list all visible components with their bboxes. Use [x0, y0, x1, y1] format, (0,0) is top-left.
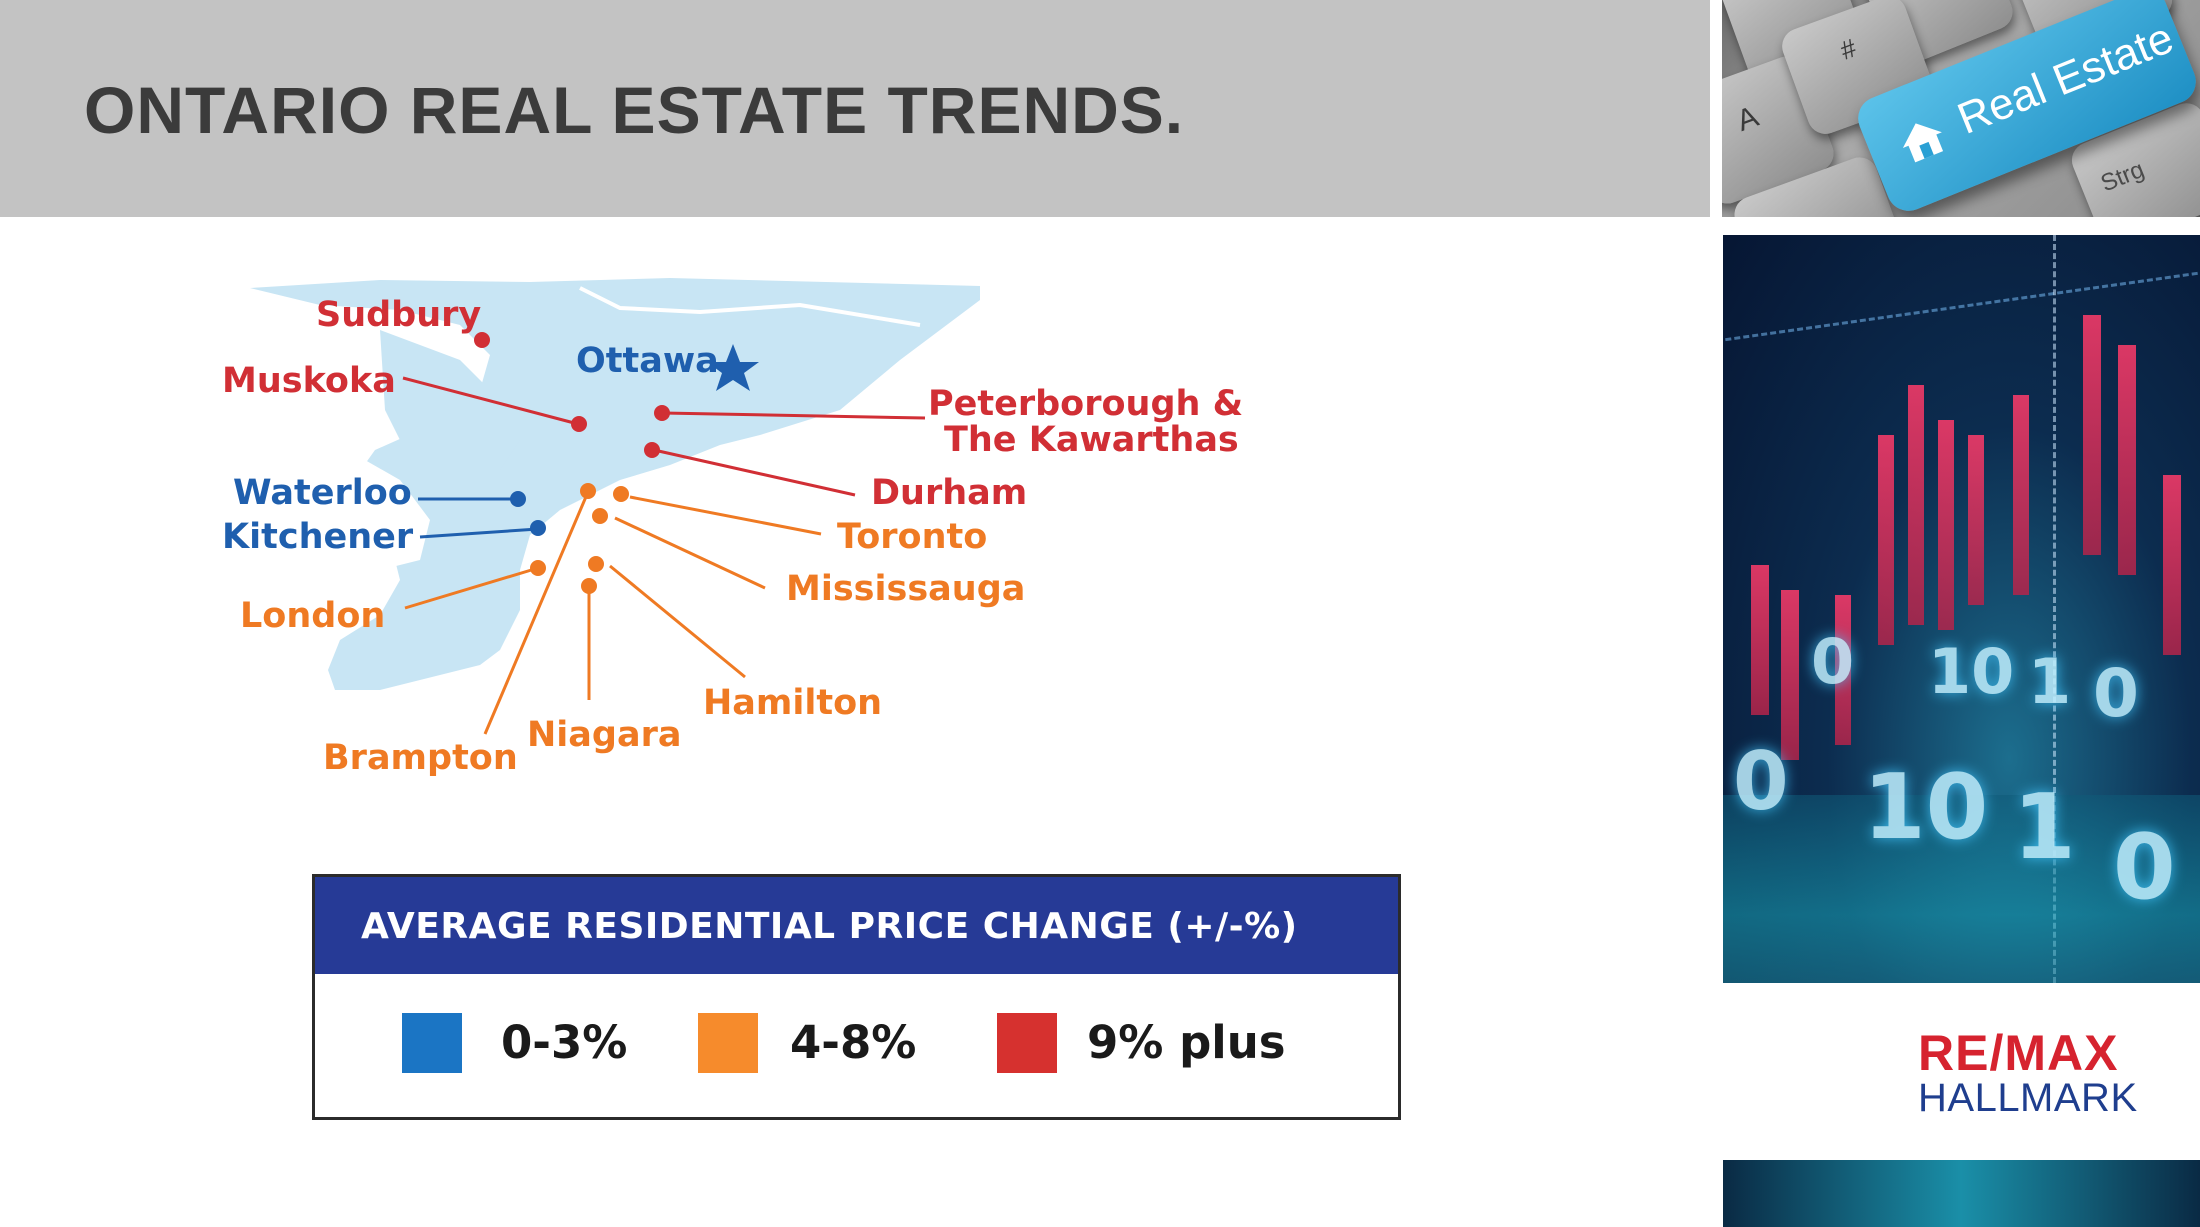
city-marker-toronto: [613, 486, 629, 502]
dashed-line: [2053, 235, 2056, 983]
legend-swatch-mid: [698, 1013, 758, 1073]
key-label: A: [1732, 100, 1763, 138]
legend-label-mid: 4-8%: [790, 1016, 917, 1069]
city-label-waterloo: Waterloo: [233, 473, 412, 513]
chart-bar: [2013, 395, 2029, 595]
chart-digit: 10: [1863, 755, 1989, 860]
legend-label-high: 9% plus: [1087, 1016, 1286, 1069]
connector-line: [609, 564, 746, 679]
chart-bar: [1968, 435, 1984, 605]
legend-label-low: 0-3%: [501, 1016, 628, 1069]
connector-line: [483, 491, 590, 735]
city-label-niagara: Niagara: [527, 715, 682, 755]
chart-bar: [1938, 420, 1954, 630]
chart-digit: 1: [2013, 775, 2076, 880]
chart-bar: [2163, 475, 2181, 655]
connector-line: [614, 516, 766, 590]
logo-line-2: HALLMARK: [1918, 1076, 2138, 1120]
city-label-durham: Durham: [871, 473, 1028, 513]
city-label-kawarthas: The Kawarthas: [944, 420, 1239, 460]
chart-bar: [1835, 595, 1851, 745]
key-label: #: [1836, 32, 1861, 66]
map-river: [579, 286, 921, 327]
connector-line: [419, 527, 539, 539]
map-region-shape: [250, 278, 980, 690]
keyboard-photo: A # Strg Real Estate: [1722, 0, 2200, 217]
city-marker-durham: [644, 442, 660, 458]
chart-bar: [2083, 315, 2101, 555]
ottawa-star-icon: [707, 344, 759, 391]
dashed-line: [1725, 271, 2198, 342]
chart-digit: 0: [2093, 655, 2139, 732]
ontario-map: [250, 278, 980, 735]
chart-digit: 0: [1733, 735, 1789, 828]
chart-bar: [1878, 435, 1894, 645]
title-banner: ONTARIO REAL ESTATE TRENDS.: [0, 0, 1710, 217]
city-label-toronto: Toronto: [837, 517, 988, 557]
city-marker-niagara: [581, 578, 597, 594]
legend-title: AVERAGE RESIDENTIAL PRICE CHANGE (+/-%): [315, 877, 1398, 974]
city-marker-brampton: [580, 483, 596, 499]
key-label: Strg: [2097, 155, 2148, 198]
city-label-hamilton: Hamilton: [703, 683, 883, 723]
legend-items: 0-3% 4-8% 9% plus: [315, 974, 1398, 1120]
real-estate-key: Real Estate: [1851, 0, 2200, 217]
chart-digit: 1: [2028, 645, 2072, 718]
glow-band: [1723, 795, 2200, 983]
chart-digit: 0: [2113, 815, 2176, 920]
city-marker-hamilton: [588, 556, 604, 572]
connector-line: [404, 566, 539, 610]
city-marker-sudbury: [474, 332, 490, 348]
city-label-muskoka: Muskoka: [222, 361, 396, 401]
city-label-london: London: [240, 596, 386, 636]
map-lake: [310, 440, 430, 570]
city-marker-london: [530, 560, 546, 576]
chart-bar: [1908, 385, 1924, 625]
city-marker-mississauga: [592, 508, 608, 524]
city-marker-kitchener: [530, 520, 546, 536]
map-region-shape: [380, 330, 520, 475]
city-marker-muskoka: [571, 416, 587, 432]
connector-line: [629, 495, 822, 536]
chart-digit: 10: [1928, 635, 2015, 708]
city-label-sudbury: Sudbury: [316, 295, 482, 335]
chart-digit: 0: [1811, 625, 1855, 698]
map-legend: AVERAGE RESIDENTIAL PRICE CHANGE (+/-%) …: [312, 874, 1401, 1120]
chart-bar: [1781, 590, 1799, 760]
city-label-ottawa: Ottawa: [576, 341, 719, 381]
chart-bar: [2118, 345, 2136, 575]
legend-swatch-high: [997, 1013, 1057, 1073]
connector-line: [402, 376, 579, 426]
slide-title: ONTARIO REAL ESTATE TRENDS.: [84, 73, 1185, 147]
city-label-brampton: Brampton: [323, 738, 518, 778]
city-label-mississauga: Mississauga: [786, 569, 1026, 609]
house-icon: [1902, 123, 1944, 163]
city-label-kitchener: Kitchener: [222, 517, 414, 557]
city-marker-waterloo: [510, 491, 526, 507]
remax-hallmark-logo: RE/MAX HALLMARK: [1918, 1028, 2158, 1118]
connector-line: [662, 411, 926, 420]
city-label-peterborough: Peterborough &: [928, 384, 1244, 424]
bottom-photo-strip: [1723, 1160, 2200, 1227]
connector-line: [653, 448, 856, 497]
chart-bar: [1751, 565, 1769, 715]
legend-swatch-low: [402, 1013, 462, 1073]
logo-line-1: RE/MAX: [1918, 1025, 2119, 1081]
digital-chart-photo: 0 10 1 0 0 10 1 0: [1723, 235, 2200, 983]
city-marker-peterborough: [654, 405, 670, 421]
